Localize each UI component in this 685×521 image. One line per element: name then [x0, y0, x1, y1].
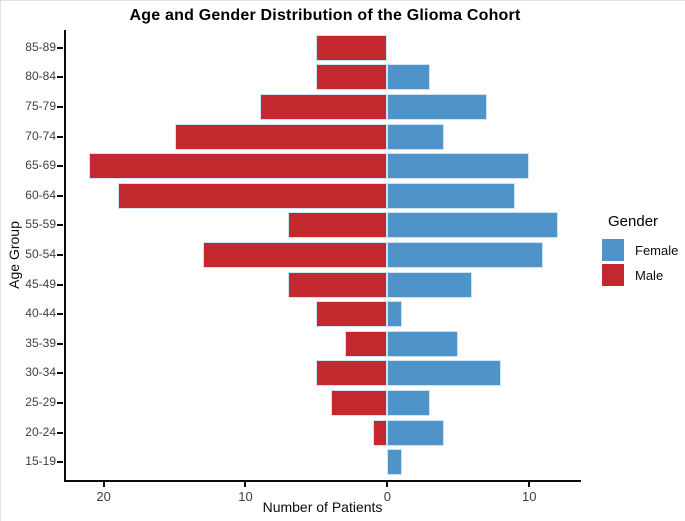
y-axis-tick: [57, 135, 63, 138]
y-axis-tick-label: 15-19: [25, 454, 56, 469]
bar-male-70-74: [174, 123, 388, 150]
x-axis-tick-label: 20: [96, 489, 111, 504]
y-axis-tick: [57, 283, 63, 286]
y-axis-tick: [57, 342, 63, 345]
x-axis-tick: [244, 482, 247, 487]
legend-swatch: [602, 239, 624, 261]
y-axis-tick-label: 25-29: [25, 395, 56, 410]
bar-female-55-59: [387, 212, 558, 239]
y-axis-tick: [57, 165, 63, 168]
bar-male-80-84: [316, 64, 388, 91]
x-axis-tick: [102, 482, 105, 487]
y-axis-tick-label: 35-39: [25, 335, 56, 350]
legend: Gender Female Male: [602, 213, 678, 289]
legend-title: Gender: [608, 213, 659, 230]
y-axis-tick: [57, 46, 63, 49]
bar-female-50-54: [387, 242, 544, 268]
y-axis-tick: [57, 254, 63, 256]
x-axis-title: Number of Patients: [262, 499, 383, 515]
y-axis-tick-label: 75-79: [25, 98, 56, 113]
plot-panel: 85-89 80-84 75-79 70-74 65-69 60-64 55-59 50-54…: [25, 30, 581, 504]
chart-title: Age and Gender Distribution of the Gliom…: [129, 7, 521, 24]
y-axis-tick: [57, 313, 63, 316]
x-axis-tick-label: 10: [238, 489, 253, 504]
y-axis-tick-label: 80-84: [25, 69, 56, 84]
y-axis-tick-label: 40-44: [25, 306, 56, 321]
y-axis-tick-label: 65-69: [25, 158, 56, 173]
bar-female-70-74: [387, 123, 445, 150]
y-axis-tick: [57, 461, 63, 464]
bar-female-15-19: [387, 449, 402, 476]
y-axis-tick-label: 20-24: [25, 424, 56, 439]
legend-item-female: Female: [602, 239, 678, 261]
bar-male-65-69: [89, 153, 388, 180]
bar-male-55-59: [288, 212, 388, 239]
legend-item-male: Male: [602, 264, 678, 286]
y-axis-tick-label: 85-89: [25, 39, 56, 54]
bar-female-25-29: [387, 390, 430, 417]
bar-female-80-84: [387, 64, 430, 91]
x-axis-tick-label: 10: [521, 489, 537, 504]
bar-male-50-54: [202, 242, 388, 268]
bar-male-30-34: [316, 360, 388, 387]
x-axis-tick: [386, 482, 389, 487]
y-axis-tick-label: 60-64: [25, 187, 56, 202]
bar-female-60-64: [387, 182, 515, 209]
legend-label-female: Female: [635, 242, 679, 258]
bar-female-20-24: [387, 419, 445, 446]
y-axis-tick-label: 55-59: [25, 217, 56, 232]
y-axis-tick: [57, 76, 63, 79]
bar-female-40-44: [387, 301, 402, 328]
bar-male-40-44: [316, 301, 388, 328]
legend-swatch: [602, 264, 624, 286]
y-axis-tick: [57, 194, 63, 197]
y-axis-tick-label: 30-34: [25, 365, 56, 380]
bar-female-45-49: [387, 271, 473, 298]
y-axis-tick-label: 70-74: [25, 128, 56, 143]
bar-female-75-79: [387, 93, 487, 120]
bar-male-35-39: [344, 330, 388, 357]
bar-male-20-24: [373, 419, 388, 446]
legend-label-male: Male: [635, 267, 664, 283]
bar-male-75-79: [259, 93, 388, 120]
bar-male-60-64: [117, 182, 388, 209]
y-axis-tick: [57, 105, 63, 108]
bar-female-35-39: [387, 330, 459, 357]
bar-female-65-69: [387, 153, 530, 180]
y-axis-tick-label: 50-54: [25, 247, 56, 261]
y-axis-tick: [57, 372, 63, 375]
bar-male-45-49: [288, 271, 388, 298]
y-axis-tick: [57, 402, 63, 405]
bar-male-25-29: [330, 390, 388, 417]
y-axis-tick-label: 45-49: [25, 276, 56, 291]
y-axis-tick: [57, 224, 63, 227]
y-axis-tick: [57, 431, 63, 434]
x-axis-tick: [528, 482, 531, 487]
bar-female-30-34: [387, 360, 501, 387]
bar-male-85-89: [316, 34, 388, 61]
x-axis-tick-label: 0: [383, 489, 391, 504]
